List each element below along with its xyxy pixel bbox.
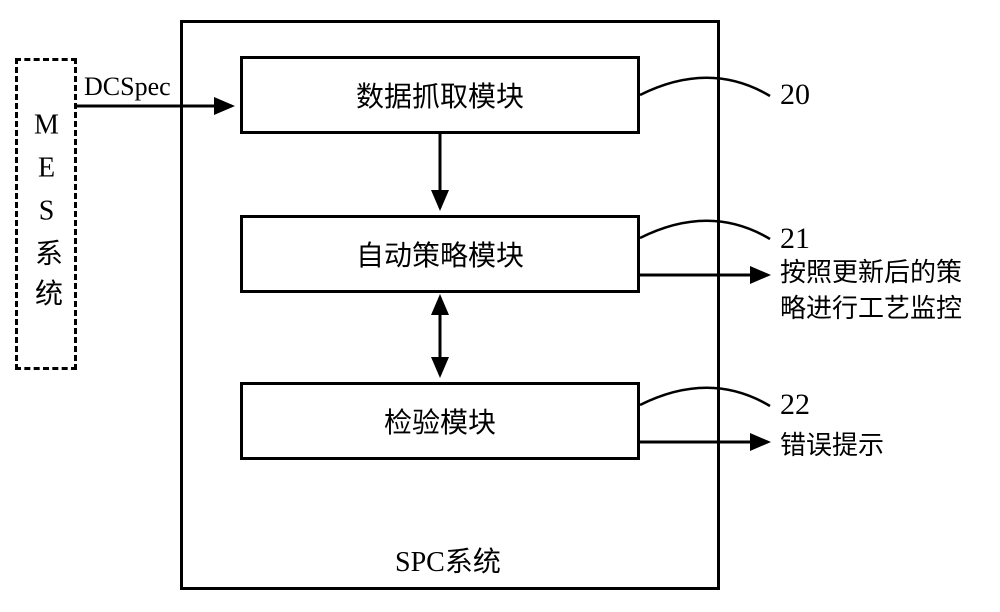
auto-strategy-label: 自动策略模块 — [356, 234, 524, 274]
mes-system-box: MES系统 — [15, 58, 77, 370]
inspection-label: 检验模块 — [384, 401, 496, 441]
inspection-output-text: 错误提示 — [780, 428, 884, 464]
num-21: 21 — [780, 222, 810, 256]
strategy-output-line1: 按照更新后的策 — [780, 258, 962, 287]
mes-system-label: MES系统 — [26, 110, 66, 319]
num-22: 22 — [780, 388, 810, 422]
dcspec-label: DCSpec — [84, 72, 171, 102]
strategy-output-text: 按照更新后的策 略进行工艺监控 — [780, 255, 962, 328]
data-capture-module: 数据抓取模块 — [240, 56, 640, 134]
diagram-canvas: MES系统 DCSpec SPC系统 数据抓取模块 自动策略模块 检验模块 20… — [0, 0, 1000, 612]
strategy-output-line2: 略进行工艺监控 — [780, 294, 962, 323]
inspection-module: 检验模块 — [240, 382, 640, 460]
data-capture-label: 数据抓取模块 — [356, 75, 524, 115]
num-20: 20 — [780, 78, 810, 112]
spc-system-label: SPC系统 — [395, 540, 501, 580]
auto-strategy-module: 自动策略模块 — [240, 215, 640, 293]
